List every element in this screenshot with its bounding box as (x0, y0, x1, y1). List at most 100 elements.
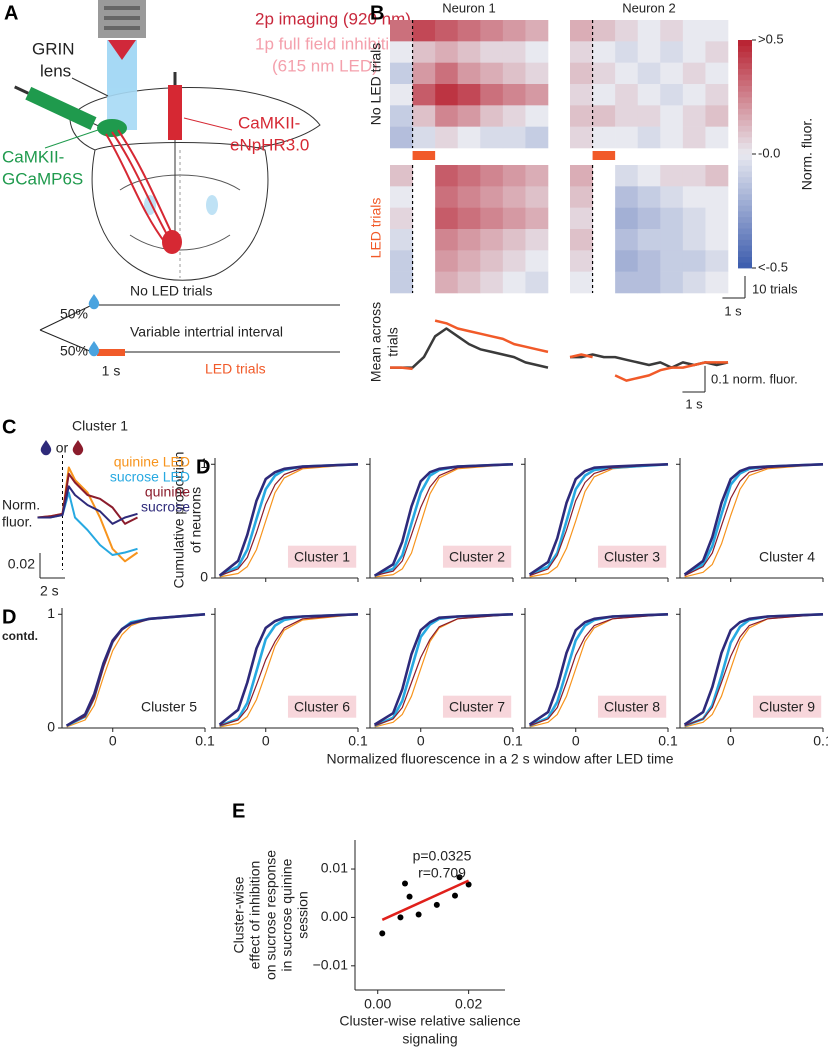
y-label: of neurons (188, 487, 204, 553)
cluster-highlight (442, 695, 512, 718)
colorbar-strip (738, 199, 752, 206)
heatmap-cell (682, 105, 706, 127)
heatmap-cell (480, 207, 504, 230)
colorbar-strip (738, 119, 752, 126)
heatmap-cell (412, 20, 436, 42)
colorbar-strip (738, 193, 752, 200)
colorbar-strip (738, 182, 752, 189)
colorbar-strip (738, 91, 752, 98)
colorbar-strip (738, 142, 752, 149)
cdf-curve (529, 613, 669, 728)
cdf-curve (684, 463, 824, 578)
heatmap-cell (502, 229, 526, 251)
indicator-label: GCaMP6S (2, 169, 83, 188)
x-tick-label: 0.02 (455, 996, 482, 1012)
cdf-curve (683, 613, 824, 726)
y-tick-label: 0 (47, 719, 55, 735)
syringe-body (25, 86, 97, 130)
scale-label: 1 s (685, 396, 703, 411)
heatmap-cell (480, 20, 504, 42)
cdf-curve (529, 463, 669, 577)
heatmap-cell (615, 250, 639, 272)
heatmap-cell (592, 62, 616, 85)
heatmap-cell (457, 62, 481, 85)
scale-label: 1 s (724, 303, 742, 318)
y-tick-label: 1 (200, 455, 208, 471)
cdf-curve (528, 463, 669, 576)
fit-line (381, 879, 470, 921)
row-label: Mean across (368, 302, 384, 382)
x-tick-label: 0 (572, 733, 580, 749)
heatmap-cell (637, 186, 661, 208)
y-tick-label: 0 (200, 569, 208, 585)
scale-label: 0.1 norm. fluor. (711, 371, 798, 386)
y-label: Cumulative proportion (171, 452, 187, 589)
heatmap-cell (435, 186, 459, 208)
drop (72, 440, 84, 456)
heatmap-cell (480, 165, 504, 187)
heatmap-cell (457, 250, 481, 272)
heatmap-cell (480, 41, 504, 63)
row-label: LED trials (368, 198, 384, 259)
colorbar-title: Norm. fluor. (799, 118, 815, 190)
drop (88, 294, 100, 310)
colorbar-strip (738, 216, 752, 223)
cdf-curve (219, 613, 359, 727)
scale-label: 10 trials (752, 281, 798, 296)
cluster-label: Cluster 6 (294, 699, 350, 715)
heatmap-cell (615, 126, 639, 149)
point (415, 911, 422, 918)
heatmap-cell (435, 20, 459, 42)
heatmap-cell (705, 229, 729, 251)
point (397, 914, 404, 921)
heatmap-cell (525, 84, 549, 106)
heatmap-cell (435, 105, 459, 127)
heatmap-cell (705, 126, 729, 149)
red-syringe (168, 85, 182, 140)
heatmap-cell (682, 165, 706, 187)
inhibition-label: 1p full field inhibition (255, 34, 408, 53)
x-tick-label: 0 (417, 733, 425, 749)
heatmap-cell (457, 271, 481, 294)
heatmap-cell (502, 105, 526, 127)
x-tick-label: 0.00 (364, 996, 391, 1012)
colorbar-strip (738, 68, 752, 75)
grin-label: lens (40, 61, 71, 80)
heatmap-cell (480, 62, 504, 85)
nphr-expression (162, 230, 182, 254)
heatmap-cell (525, 20, 549, 42)
y-tick-label: 0.01 (321, 860, 348, 876)
mean-trace (569, 353, 728, 382)
heatmap-cell (390, 41, 413, 63)
cdf-curve (684, 613, 824, 727)
y-label: Norm. (2, 497, 40, 513)
colorbar-strip (738, 233, 752, 240)
heatmap-cell (705, 105, 729, 127)
heatmap-cell (390, 207, 413, 230)
cluster-highlight (597, 695, 667, 718)
heatmap-cell (435, 84, 459, 106)
point (433, 901, 440, 908)
heatmap-cell (682, 84, 706, 106)
legend-label: sucrose LED (110, 469, 190, 485)
heatmap-cell (412, 84, 436, 106)
colorbar-strip (738, 62, 752, 69)
heatmap-cell (525, 165, 549, 187)
heatmap-cell (525, 207, 549, 230)
cdf-curve (529, 463, 669, 578)
heatmap-cell (615, 105, 639, 127)
heatmap-cell (705, 20, 729, 42)
heatmap-cell (660, 165, 684, 187)
panel-letter: B (370, 2, 384, 24)
heatmap-cell (390, 126, 413, 149)
panel-letter: A (4, 2, 18, 24)
cdf-curve (374, 463, 514, 577)
cluster-label: Cluster 4 (759, 549, 815, 565)
row-label: No LED trials (368, 43, 384, 125)
heatmap-cell (705, 207, 729, 230)
heatmap-cell (502, 250, 526, 272)
heatmap-cell (570, 20, 593, 42)
heatmap-cell (615, 186, 639, 208)
heatmap-cell (615, 62, 639, 85)
cluster-label: Cluster 1 (294, 549, 350, 565)
